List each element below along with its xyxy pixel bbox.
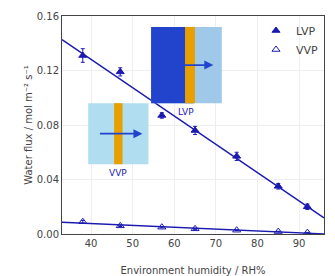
svg-text:40: 40 xyxy=(85,238,98,249)
svg-text:70: 70 xyxy=(210,238,223,249)
svg-text:VVP: VVP xyxy=(296,44,318,57)
svg-text:60: 60 xyxy=(168,238,181,249)
svg-text:80: 80 xyxy=(251,238,264,249)
svg-text:0.12: 0.12 xyxy=(37,65,59,76)
svg-text:LVP: LVP xyxy=(296,25,315,38)
svg-text:LVP: LVP xyxy=(178,107,194,117)
svg-text:Water flux / mol m⁻² s⁻¹: Water flux / mol m⁻² s⁻¹ xyxy=(23,65,34,185)
svg-text:50: 50 xyxy=(126,238,139,249)
svg-text:VVP: VVP xyxy=(109,168,127,178)
svg-text:0.00: 0.00 xyxy=(37,229,59,240)
svg-text:90: 90 xyxy=(293,238,306,249)
svg-text:0.16: 0.16 xyxy=(37,11,59,22)
svg-text:Environment humidity / RH%: Environment humidity / RH% xyxy=(121,265,266,276)
svg-text:0.04: 0.04 xyxy=(37,174,59,185)
svg-text:0.08: 0.08 xyxy=(37,120,59,131)
